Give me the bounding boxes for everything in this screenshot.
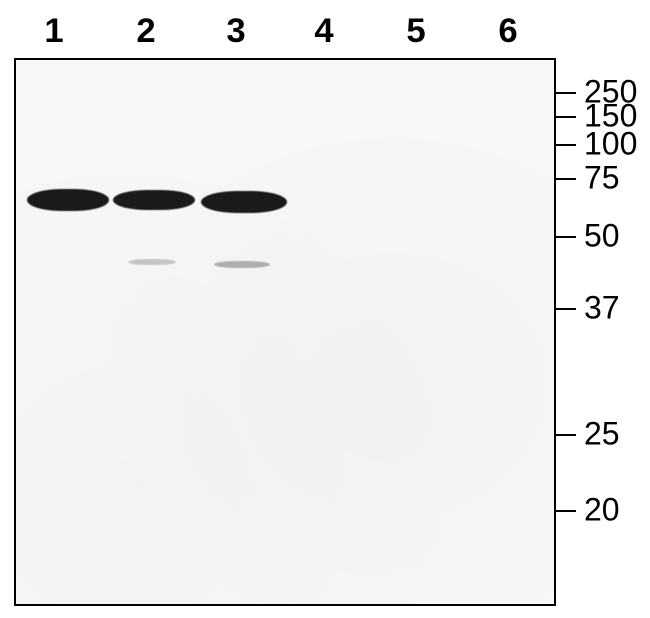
lane-label: 3 bbox=[226, 12, 245, 51]
blot-figure: 1 2 3 4 5 6 2501501007550372520 bbox=[0, 0, 650, 618]
band-lane-3 bbox=[214, 261, 270, 268]
marker-tick bbox=[556, 92, 576, 94]
marker-tick bbox=[556, 178, 576, 180]
lane-label: 1 bbox=[44, 12, 63, 51]
marker-tick bbox=[556, 510, 576, 512]
lane-label: 5 bbox=[406, 12, 425, 51]
lane-label: 6 bbox=[498, 12, 517, 51]
marker-tick bbox=[556, 434, 576, 436]
blot-frame bbox=[14, 58, 556, 606]
lane-label: 2 bbox=[136, 12, 155, 51]
marker-tick bbox=[556, 116, 576, 118]
marker-label: 25 bbox=[584, 416, 620, 453]
marker-tick bbox=[556, 144, 576, 146]
marker-label: 50 bbox=[584, 218, 620, 255]
marker-label: 100 bbox=[584, 126, 637, 163]
marker-tick bbox=[556, 236, 576, 238]
marker-label: 75 bbox=[584, 160, 620, 197]
band-lane-2 bbox=[128, 259, 176, 265]
marker-label: 37 bbox=[584, 290, 620, 327]
lane-label: 4 bbox=[314, 12, 333, 51]
marker-label: 20 bbox=[584, 492, 620, 529]
band-lane-2 bbox=[113, 190, 195, 210]
band-lane-1 bbox=[27, 189, 109, 211]
band-lane-3 bbox=[201, 191, 287, 213]
marker-tick bbox=[556, 308, 576, 310]
